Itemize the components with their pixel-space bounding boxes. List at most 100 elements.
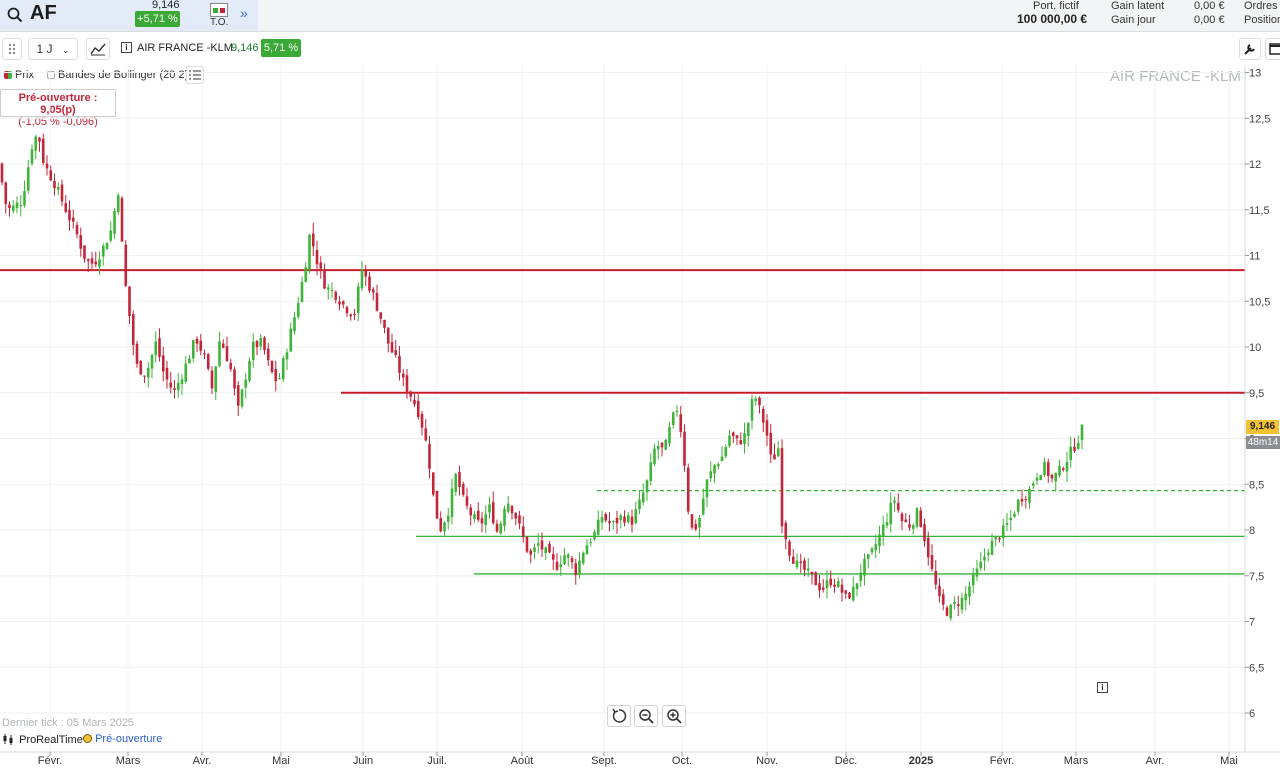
- candles: [0, 133, 1084, 621]
- candle-body: [281, 358, 285, 380]
- candle-body: [154, 341, 158, 355]
- interval-select[interactable]: 1 J ⌄: [28, 38, 78, 60]
- candle-body: [60, 184, 64, 202]
- candle-body: [304, 267, 308, 283]
- candle-body: [975, 568, 979, 577]
- info-icon[interactable]: i: [1097, 682, 1108, 693]
- candle-body: [851, 586, 855, 601]
- candle-body: [701, 498, 705, 515]
- x-tick-label: Mai: [272, 755, 290, 767]
- candle-body: [799, 561, 803, 563]
- indicators-list-button[interactable]: [186, 66, 204, 84]
- order-ticket-icon[interactable]: [210, 3, 228, 22]
- candle-body: [431, 472, 435, 495]
- candle-body: [578, 560, 581, 575]
- candle-body: [574, 563, 578, 575]
- candle-body: [386, 327, 390, 344]
- orders-link[interactable]: Ordres: [1244, 0, 1278, 12]
- candle-body: [248, 360, 251, 381]
- session-status: Pré-ouverture: [83, 733, 162, 745]
- candle-body: [398, 355, 401, 373]
- candle-body: [825, 580, 829, 588]
- bollinger-checkbox[interactable]: [47, 71, 55, 79]
- candle-body: [870, 548, 874, 553]
- candle-body: [330, 289, 334, 291]
- candle-body: [113, 210, 116, 234]
- x-tick-label: Févr.: [38, 755, 62, 767]
- position-link[interactable]: Position: [1244, 14, 1280, 26]
- candle-body: [533, 547, 536, 552]
- window-button[interactable]: [1265, 38, 1280, 60]
- candle-body: [356, 286, 360, 313]
- candle-body: [638, 499, 641, 510]
- search-icon[interactable]: [7, 7, 23, 28]
- expand-chevron-icon[interactable]: »: [240, 5, 248, 21]
- candle-body: [986, 552, 990, 555]
- session-label: Pré-ouverture: [95, 733, 163, 745]
- candle-body: [968, 586, 971, 597]
- candle-body: [210, 370, 214, 389]
- candle-body: [143, 375, 146, 377]
- candle-body: [953, 601, 956, 604]
- y-tick-label: 7,5: [1249, 571, 1264, 583]
- candle-body: [1031, 483, 1035, 486]
- candle-body: [38, 137, 41, 142]
- candle-body: [739, 440, 743, 444]
- candle-body: [139, 361, 143, 375]
- candle-body: [1039, 475, 1043, 481]
- y-tick-label: 12,5: [1249, 113, 1270, 125]
- candle-body: [176, 383, 180, 391]
- candle-body: [240, 389, 244, 407]
- candle-body: [473, 514, 476, 520]
- x-tick-label: Mars: [1064, 755, 1089, 767]
- zoom-out-icon: [639, 709, 654, 724]
- candle-body: [728, 435, 731, 446]
- wrench-button[interactable]: [1239, 38, 1261, 60]
- candle-body: [881, 524, 885, 538]
- candle-body: [461, 484, 465, 495]
- candle-body: [608, 521, 611, 524]
- symbol-ticker: AF: [30, 2, 57, 24]
- chart-type-button[interactable]: [86, 38, 110, 60]
- zoom-in-button[interactable]: [662, 705, 686, 727]
- candle-body: [956, 604, 960, 606]
- gain-jour-label: Gain jour: [1111, 14, 1156, 26]
- candle-body: [251, 341, 255, 361]
- candle-body: [364, 270, 368, 277]
- candle-body: [469, 507, 473, 516]
- candle-body: [960, 597, 964, 610]
- candle-body: [900, 513, 904, 522]
- quote-price: 9,146: [152, 0, 180, 11]
- candle-body: [915, 508, 919, 527]
- drag-handle-icon[interactable]: [2, 38, 22, 60]
- candle-body: [660, 442, 664, 448]
- candle-body: [1024, 499, 1028, 501]
- candle-body: [173, 388, 176, 390]
- candle-body: [746, 423, 750, 437]
- candle-body: [45, 163, 49, 169]
- zoom-out-button[interactable]: [634, 705, 658, 727]
- candle-body: [630, 516, 634, 525]
- candle-body: [664, 440, 668, 450]
- brand-label: ProRealTime: [19, 734, 83, 746]
- candle-body: [893, 500, 896, 503]
- order-ticket-label[interactable]: T.O.: [210, 17, 229, 28]
- reset-zoom-button[interactable]: [607, 705, 631, 727]
- candle-body: [289, 328, 293, 352]
- candle-body: [53, 180, 56, 189]
- candle-body: [424, 428, 428, 441]
- candle-body: [191, 340, 195, 359]
- candle-body: [705, 479, 709, 498]
- candle-body: [375, 292, 379, 311]
- instrument-info-icon[interactable]: i: [121, 42, 132, 53]
- candle-body: [724, 446, 728, 457]
- candle-body: [866, 554, 870, 559]
- symbol-search-box[interactable]: AF 9,146 +5,71 % T.O. »: [0, 0, 258, 31]
- x-tick-label: Avr.: [1146, 755, 1165, 767]
- y-tick-label: 10,5: [1249, 296, 1270, 308]
- candle-body: [619, 515, 623, 521]
- candle-body: [570, 558, 574, 562]
- chevron-down-icon: ⌄: [61, 45, 70, 55]
